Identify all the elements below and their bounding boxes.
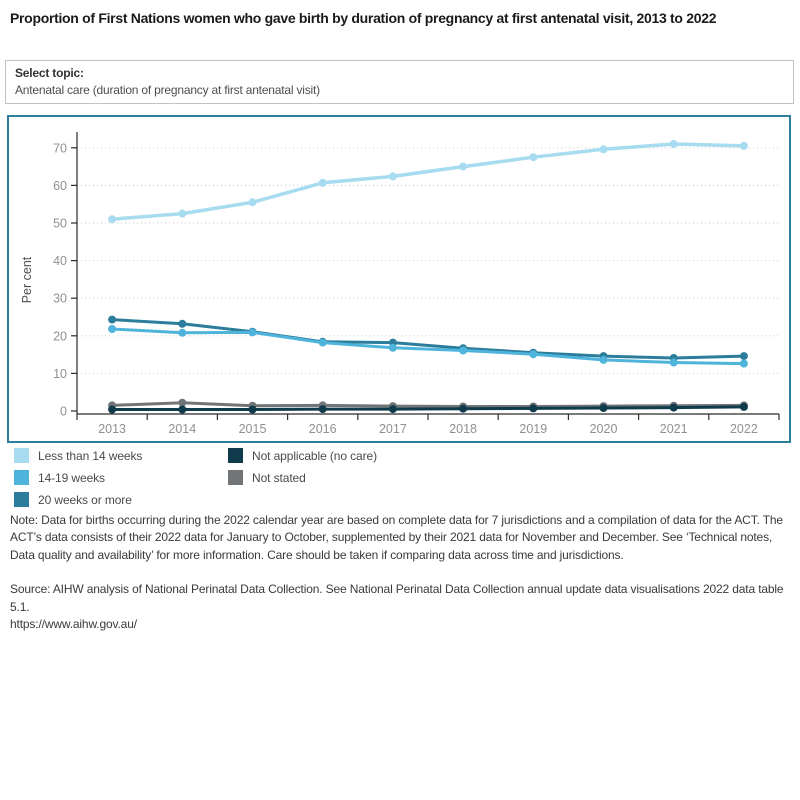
svg-text:2018: 2018 [449, 422, 477, 436]
legend-label: 14-19 weeks [38, 470, 105, 485]
legend-swatch [14, 448, 29, 463]
legend-swatch [14, 470, 29, 485]
source-url: https://www.aihw.gov.au/ [10, 616, 137, 631]
chart-legend: Less than 14 weeks 14-19 weeks 20 weeks or… [14, 448, 377, 507]
svg-text:2013: 2013 [98, 422, 126, 436]
legend-column-2: Not applicable (no care) Not stated [228, 448, 377, 485]
legend-swatch [228, 470, 243, 485]
svg-text:2021: 2021 [660, 422, 688, 436]
legend-column-1: Less than 14 weeks 14-19 weeks 20 weeks or… [14, 448, 228, 507]
chart-panel: 0 10 20 30 40 50 60 70 2013 2014 2015 2016 2017 2018 2… [7, 115, 791, 443]
line-chart[interactable]: 0 10 20 30 40 50 60 70 2013 2014 2015 2016 2017 2018 2… [9, 117, 789, 441]
svg-text:0: 0 [60, 405, 67, 419]
svg-text:2017: 2017 [379, 422, 407, 436]
footnotes: Note: Data for births occurring during t… [10, 512, 792, 633]
svg-text:2015: 2015 [239, 422, 267, 436]
svg-text:40: 40 [53, 254, 67, 268]
topic-selector-label: Select topic: [15, 66, 84, 80]
svg-text:2019: 2019 [519, 422, 547, 436]
svg-text:2014: 2014 [168, 422, 196, 436]
svg-text:30: 30 [53, 292, 67, 306]
legend-item[interactable]: 20 weeks or more [14, 492, 228, 507]
page-title: Proportion of First Nations women who ga… [10, 10, 717, 26]
topic-selector-box: Select topic: Antenatal care (duration o… [5, 60, 794, 104]
note-text: Note: Data for births occurring during t… [10, 513, 783, 562]
topic-select[interactable]: Antenatal care (duration of pregnancy at… [15, 83, 320, 97]
svg-text:50: 50 [53, 217, 67, 231]
legend-label: Not applicable (no care) [252, 448, 378, 463]
source-text: Source: AIHW analysis of National Perina… [10, 582, 784, 614]
legend-item[interactable]: Less than 14 weeks [14, 448, 228, 463]
legend-swatch [14, 492, 29, 507]
svg-text:2020: 2020 [590, 422, 618, 436]
legend-item[interactable]: Not applicable (no care) [228, 448, 377, 463]
legend-swatch [228, 448, 243, 463]
legend-label: Not stated [252, 470, 306, 485]
svg-text:Per cent: Per cent [20, 256, 34, 303]
svg-text:20: 20 [53, 329, 67, 343]
svg-text:10: 10 [53, 367, 67, 381]
svg-text:70: 70 [53, 141, 67, 155]
svg-text:2022: 2022 [730, 422, 758, 436]
legend-label: Less than 14 weeks [38, 448, 143, 463]
legend-item[interactable]: Not stated [228, 470, 377, 485]
svg-text:2016: 2016 [309, 422, 337, 436]
svg-text:60: 60 [53, 179, 67, 193]
legend-item[interactable]: 14-19 weeks [14, 470, 228, 485]
legend-label: 20 weeks or more [38, 492, 132, 507]
